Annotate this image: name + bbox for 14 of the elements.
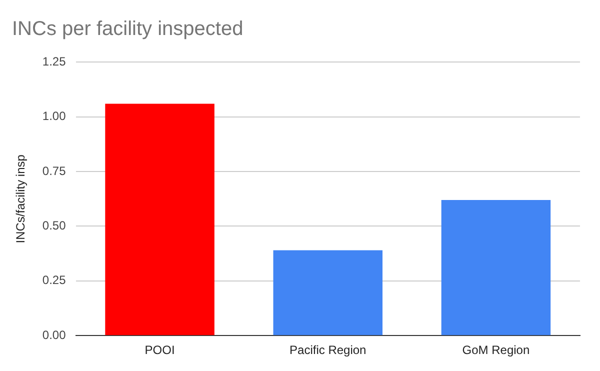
bar	[105, 104, 214, 336]
y-tick-label: 0.75	[42, 164, 66, 178]
x-tick-label: Pacific Region	[290, 343, 366, 358]
y-axis-title: INCs/facility insp	[14, 154, 28, 244]
chart-title: INCs per facility inspected	[12, 18, 244, 41]
bar	[441, 200, 551, 336]
bar	[273, 250, 383, 336]
y-tick-label: 1.00	[42, 109, 66, 124]
y-tick-label: 0.25	[42, 273, 66, 288]
y-tick-label: 1.25	[42, 54, 66, 69]
y-tick-label: 0.00	[42, 328, 66, 342]
x-tick-label: GoM Region	[462, 343, 530, 358]
x-tick-label: POOI	[144, 343, 175, 358]
y-tick-label: 0.50	[42, 218, 66, 233]
